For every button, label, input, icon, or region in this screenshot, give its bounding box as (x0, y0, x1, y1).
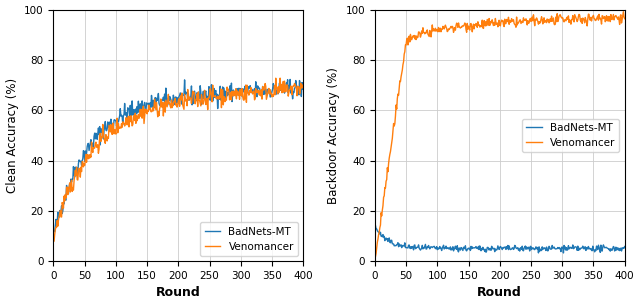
X-axis label: Round: Round (156, 286, 201, 300)
Venomancer (402, 43, 410, 47)
Legend: BadNets-MT, Venomancer: BadNets-MT, Venomancer (522, 119, 620, 152)
BadNets-MT (286, 77, 294, 81)
Y-axis label: Clean Accuracy (%): Clean Accuracy (%) (6, 78, 19, 193)
Venomancer (231, 94, 239, 98)
Venomancer (131, 111, 139, 115)
Venomancer (553, 20, 561, 23)
X-axis label: Round: Round (477, 286, 522, 300)
Line: Venomancer: Venomancer (376, 12, 625, 257)
Venomancer (80, 162, 88, 166)
BadNets-MT (372, 224, 380, 228)
BadNets-MT (132, 107, 140, 111)
BadNets-MT (232, 93, 239, 97)
BadNets-MT (230, 94, 238, 97)
Venomancer (51, 239, 58, 243)
Line: BadNets-MT: BadNets-MT (54, 79, 303, 232)
BadNets-MT (300, 81, 307, 85)
Venomancer (620, 10, 627, 13)
Line: Venomancer: Venomancer (54, 78, 303, 241)
Venomancer (300, 86, 307, 89)
BadNets-MT (402, 246, 410, 249)
Line: BadNets-MT: BadNets-MT (376, 226, 625, 253)
BadNets-MT (207, 83, 215, 87)
Venomancer (372, 255, 380, 258)
BadNets-MT (453, 248, 461, 251)
Venomancer (207, 90, 214, 94)
Venomancer (529, 15, 536, 19)
Legend: BadNets-MT, Venomancer: BadNets-MT, Venomancer (200, 222, 298, 256)
Venomancer (621, 17, 628, 20)
BadNets-MT (553, 247, 561, 250)
Venomancer (276, 76, 284, 80)
BadNets-MT (559, 251, 567, 255)
BadNets-MT (51, 229, 58, 233)
BadNets-MT (150, 99, 157, 102)
Venomancer (453, 21, 461, 25)
Venomancer (149, 106, 157, 109)
BadNets-MT (529, 246, 536, 250)
Venomancer (230, 89, 238, 93)
BadNets-MT (621, 245, 628, 248)
BadNets-MT (552, 247, 559, 251)
BadNets-MT (81, 160, 88, 163)
BadNets-MT (51, 230, 58, 234)
Venomancer (552, 22, 559, 26)
Venomancer (470, 27, 478, 31)
Y-axis label: Backdoor Accuracy (%): Backdoor Accuracy (%) (327, 67, 340, 204)
BadNets-MT (470, 246, 478, 249)
